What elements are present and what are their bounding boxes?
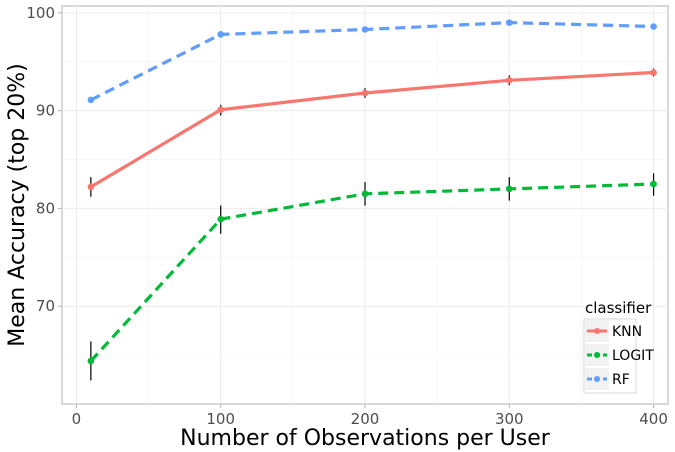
legend-label-rf: RF	[612, 372, 630, 388]
legend: classifier KNN LOGIT RF	[583, 299, 654, 394]
x-axis-title: Number of Observations per User	[180, 426, 551, 451]
legend-key-point-knn	[594, 328, 600, 334]
series-layer	[87, 19, 657, 381]
data-point-logit	[505, 185, 513, 193]
axis-ticks: 0 100 200 300 400 70 80 90 100	[26, 4, 668, 428]
data-point-knn	[505, 77, 513, 84]
y-tick-label: 80	[36, 199, 55, 217]
data-point-knn	[217, 106, 225, 113]
x-tick-label: 300	[495, 410, 524, 428]
y-axis-title: Mean Accuracy (top 20%)	[5, 63, 30, 346]
grid	[62, 6, 668, 404]
legend-title: classifier	[585, 299, 652, 317]
data-point-logit	[361, 190, 369, 198]
x-tick-label: 400	[639, 410, 668, 428]
x-tick-label: 200	[351, 410, 380, 428]
x-tick-label: 100	[206, 410, 235, 428]
legend-label-knn: KNN	[612, 324, 642, 340]
series-knn	[87, 68, 657, 197]
data-point-rf	[217, 31, 225, 38]
data-point-rf	[650, 23, 657, 30]
x-tick-label: 0	[72, 410, 82, 428]
data-point-logit	[87, 357, 95, 365]
data-point-knn	[87, 183, 95, 191]
data-point-logit	[217, 215, 225, 223]
y-tick-label: 70	[36, 297, 55, 315]
legend-key-point-logit	[594, 352, 600, 358]
y-tick-label: 100	[26, 4, 55, 22]
data-point-rf	[361, 26, 369, 33]
data-point-logit	[650, 180, 657, 188]
series-logit	[87, 173, 657, 381]
legend-label-logit: LOGIT	[612, 348, 654, 364]
series-rf	[87, 19, 657, 104]
data-point-knn	[650, 69, 657, 76]
legend-key-point-rf	[594, 376, 600, 382]
y-tick-label: 90	[36, 102, 55, 120]
data-point-rf	[505, 19, 513, 26]
data-point-knn	[361, 89, 369, 97]
data-point-rf	[87, 96, 95, 104]
